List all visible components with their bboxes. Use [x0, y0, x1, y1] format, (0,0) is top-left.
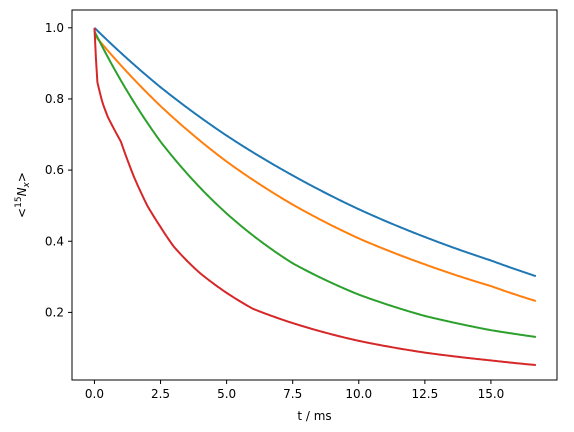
series-line-3: [93, 30, 537, 338]
x-tick-label: 12.5: [411, 387, 438, 401]
x-axis: 0.0 2.5 5.0 7.5 10.0 12.5 15.0: [85, 380, 504, 401]
x-tick-label: 5.0: [217, 387, 236, 401]
y-tick-label: 1.0: [45, 21, 64, 35]
y-tick-label: 0.8: [45, 92, 64, 106]
axes-frame: [71, 9, 558, 381]
y-axis-label: <15Nx>: [14, 172, 32, 218]
plot-area: [93, 27, 537, 367]
x-tick-label: 2.5: [151, 387, 170, 401]
x-tick-label: 10.0: [345, 387, 372, 401]
x-tick-label: 15.0: [478, 387, 505, 401]
series-line-1: [93, 27, 537, 278]
y-axis: 0.2 0.4 0.6 0.8 1.0: [45, 21, 72, 319]
series-line-2: [93, 34, 537, 302]
series-line-4: [93, 27, 536, 367]
x-tick-label: 0.0: [85, 387, 104, 401]
y-tick-label: 0.2: [45, 305, 64, 319]
y-tick-label: 0.6: [45, 163, 64, 177]
x-tick-label: 7.5: [283, 387, 302, 401]
y-tick-label: 0.4: [45, 234, 64, 248]
x-axis-label: t / ms: [297, 409, 331, 423]
